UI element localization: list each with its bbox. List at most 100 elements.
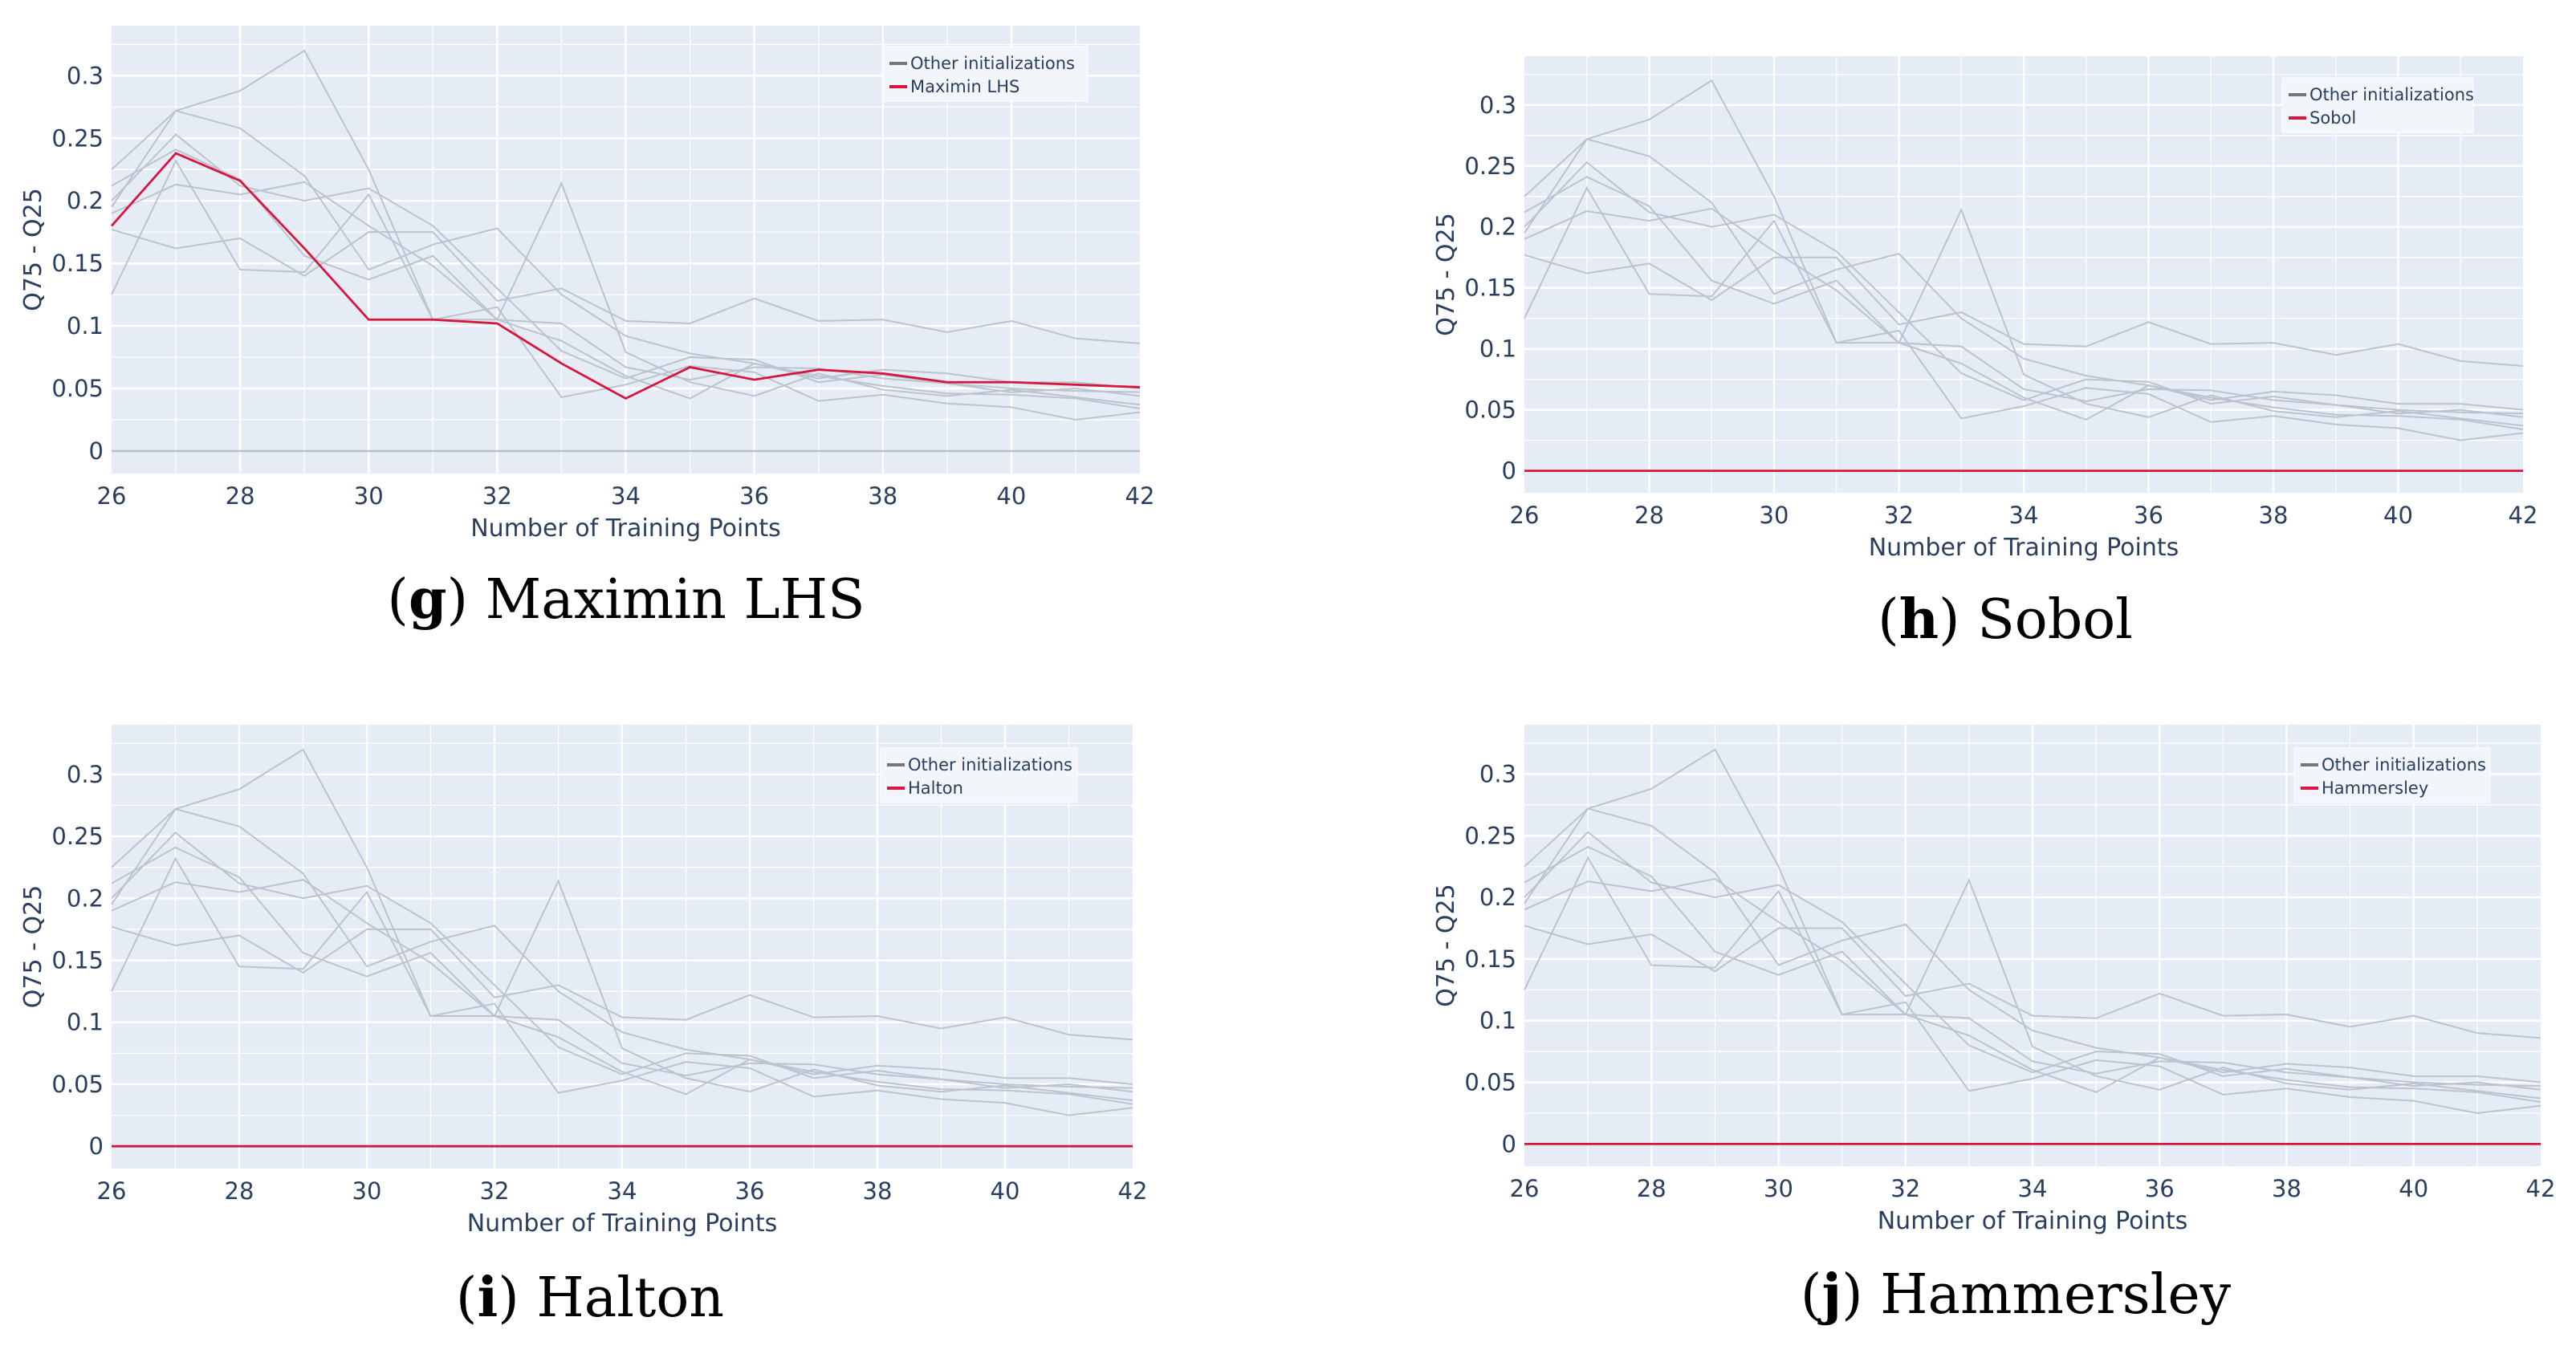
x-tick-label: 34	[608, 1177, 637, 1205]
chart-panel-h: 0 0.05 0.1 0.15 0.2 0.25 0.3 26 28 30 32 34 36 38 40 42…	[1432, 56, 2537, 652]
y-tick-label: 0.05	[1464, 396, 1516, 424]
series-line-other-3	[111, 229, 1141, 344]
x-tick-label: 36	[735, 1177, 765, 1205]
x-tick-label: 34	[2018, 1175, 2048, 1202]
x-tick-label: 30	[1760, 502, 1789, 529]
series-line-other-7	[1524, 176, 2524, 427]
series-line-other-1	[1524, 79, 2524, 415]
x-tick-label: 38	[2259, 502, 2289, 529]
y-tick-label: 0.05	[51, 1071, 104, 1098]
x-tick-label: 26	[1510, 1175, 1540, 1202]
legend-label-other: Other initializations	[2322, 755, 2486, 774]
x-tick-label: 28	[225, 1177, 254, 1205]
y-tick-label: 0.2	[67, 884, 104, 912]
y-tick-label: 0.25	[1464, 152, 1516, 180]
y-tick-label: 0.1	[1479, 1007, 1516, 1035]
series-line-other-5	[111, 879, 1133, 1096]
x-tick-label: 26	[97, 482, 127, 510]
caption-text: ) Sobol	[1939, 588, 2133, 652]
series-line-other-3	[1524, 254, 2524, 367]
series-line-other-1	[1524, 748, 2541, 1088]
y-tick-label: 0.3	[1479, 760, 1516, 787]
series-line-other-4	[111, 159, 1141, 421]
x-tick-label: 32	[1884, 502, 1914, 529]
panel-caption: (g) Maximin LHS	[387, 567, 865, 632]
x-tick-label: 32	[482, 482, 512, 510]
x-tick-label: 30	[1764, 1175, 1793, 1202]
y-tick-label: 0.25	[51, 124, 104, 152]
legend-label-highlight: Hammersley	[2322, 779, 2428, 798]
x-tick-label: 40	[991, 1177, 1020, 1205]
panel-caption: (h) Sobol	[1878, 587, 2133, 652]
caption-letter: h	[1899, 587, 1939, 652]
caption-paren-open: (	[456, 1266, 478, 1330]
x-tick-label: 32	[480, 1177, 510, 1205]
y-tick-label: 0	[89, 1132, 104, 1160]
y-tick-label: 0.25	[51, 823, 104, 850]
series-line-other-1	[111, 748, 1133, 1089]
x-axis-title: Number of Training Points	[1869, 534, 2179, 562]
x-axis-title: Number of Training Points	[467, 1209, 778, 1238]
y-tick-label: 0.05	[51, 375, 104, 402]
legend-label-other: Other initializations	[910, 54, 1075, 73]
chart-panel-g: 0 0.05 0.1 0.15 0.2 0.25 0.3 26 28 30 32 34 36 38 40 42…	[19, 26, 1154, 632]
caption-paren-open: (	[387, 568, 409, 632]
y-tick-label: 0.1	[1479, 335, 1516, 363]
y-tick-label: 0	[1502, 1130, 1516, 1157]
x-tick-label: 28	[1634, 502, 1664, 529]
series-line-other-4	[1524, 185, 2524, 441]
x-axis-title: Number of Training Points	[1878, 1207, 2188, 1235]
legend-box	[2281, 77, 2474, 133]
x-tick-label: 40	[996, 482, 1026, 510]
y-axis-title: Q75 - Q25	[1432, 884, 1460, 1006]
caption-letter: g	[409, 567, 447, 632]
series-line-other-6	[111, 831, 1133, 1093]
caption-letter: j	[1817, 1262, 1841, 1327]
caption-paren-open: (	[1801, 1263, 1822, 1327]
series-line-other-7	[1524, 845, 2541, 1100]
x-tick-label: 28	[1637, 1175, 1666, 1202]
y-tick-label: 0.15	[1464, 945, 1516, 973]
y-tick-label: 0	[1502, 457, 1516, 485]
legend-label-highlight: Halton	[908, 779, 963, 798]
y-tick-label: 0.3	[67, 761, 104, 788]
y-tick-label: 0.3	[1479, 91, 1516, 119]
y-tick-label: 0.15	[51, 946, 104, 974]
series-line-other-3	[111, 925, 1133, 1041]
series-line-other-4	[111, 856, 1133, 1116]
caption-text: ) Hammersley	[1841, 1263, 2232, 1327]
chart-panel-j: 0 0.05 0.1 0.15 0.2 0.25 0.3 26 28 30 32 34 36 38 40 42…	[1432, 725, 2555, 1327]
x-tick-label: 36	[739, 482, 769, 510]
x-tick-label: 34	[611, 482, 641, 510]
legend-label-highlight: Sobol	[2309, 108, 2356, 128]
series-line-other-6	[111, 133, 1141, 397]
caption-paren-open: (	[1878, 588, 1899, 652]
series-line-other-3	[1524, 925, 2541, 1039]
series-line-other-5	[1524, 877, 2541, 1093]
chart-panel-i: 0 0.05 0.1 0.15 0.2 0.25 0.3 26 28 30 32 34 36 38 40 42…	[19, 725, 1147, 1330]
x-tick-label: 26	[97, 1177, 127, 1205]
series-line-other-4	[1524, 856, 2541, 1114]
y-tick-label: 0.1	[67, 312, 104, 339]
x-tick-label: 34	[2009, 502, 2039, 529]
caption-text: ) Halton	[498, 1266, 724, 1330]
x-tick-label: 32	[1890, 1175, 1920, 1202]
x-tick-label: 42	[1125, 482, 1155, 510]
series-line-highlight	[110, 152, 1141, 400]
x-tick-label: 38	[868, 482, 897, 510]
legend-box	[880, 747, 1078, 803]
y-tick-label: 0.2	[1479, 884, 1516, 911]
x-tick-label: 38	[2272, 1175, 2301, 1202]
x-tick-label: 40	[2383, 502, 2413, 529]
y-tick-label: 0.2	[67, 187, 104, 214]
legend-label-highlight: Maximin LHS	[910, 77, 1019, 96]
legend-box	[2293, 747, 2491, 803]
x-tick-label: 30	[352, 1177, 382, 1205]
y-tick-label: 0.2	[1479, 213, 1516, 241]
y-tick-label: 0	[89, 437, 104, 465]
y-tick-label: 0.25	[1464, 822, 1516, 849]
x-tick-label: 36	[2134, 502, 2163, 529]
y-tick-label: 0.15	[51, 250, 104, 277]
legend-box	[882, 46, 1089, 102]
